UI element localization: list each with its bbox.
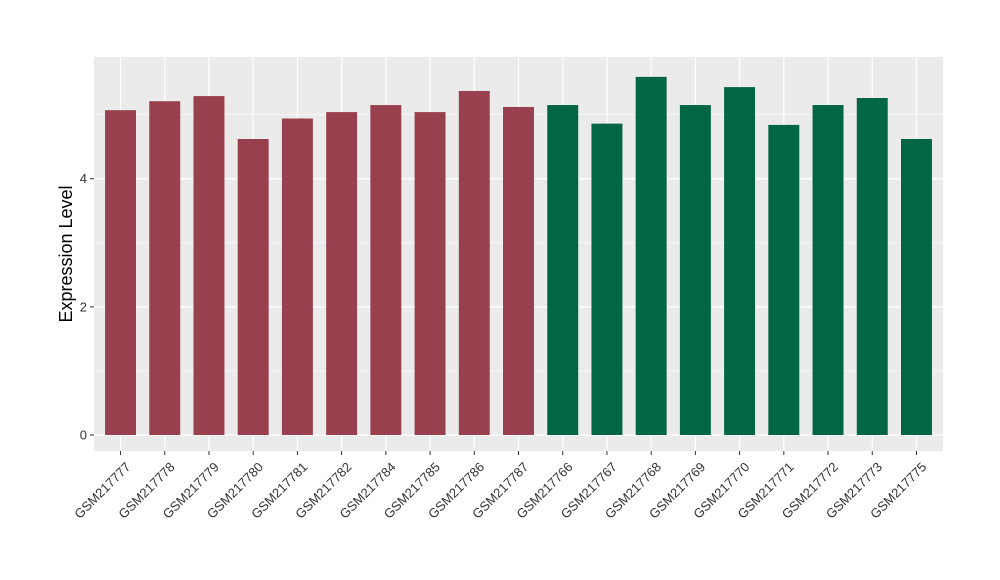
y-axis-title: Expression Level (56, 185, 76, 322)
bar-GSM217780 (237, 139, 269, 435)
bar-GSM217766 (547, 105, 579, 435)
bar-GSM217787 (503, 106, 534, 435)
bar-GSM217768 (635, 76, 667, 435)
bar-GSM217771 (768, 124, 800, 435)
bar-GSM217784 (370, 105, 402, 435)
x-axis: GSM217777GSM217778GSM217779GSM217780GSM2… (71, 451, 929, 522)
bar-GSM217781 (281, 118, 313, 435)
y-tick-label: 4 (80, 171, 87, 186)
bar-GSM217777 (105, 110, 137, 435)
bar-GSM217770 (724, 87, 756, 435)
y-tick-label: 2 (80, 299, 87, 314)
bar-GSM217785 (414, 112, 446, 435)
y-axis: 0 2 4 (80, 171, 94, 442)
y-tick-label: 0 (80, 427, 87, 442)
bar-GSM217778 (149, 101, 181, 435)
bar-GSM217769 (679, 105, 711, 435)
bars (105, 76, 932, 435)
bar-GSM217782 (326, 112, 358, 435)
bar-GSM217772 (812, 105, 844, 435)
bar-GSM217786 (458, 90, 490, 435)
bar-GSM217767 (591, 123, 623, 435)
bar-GSM217775 (900, 139, 932, 435)
bar-GSM217779 (193, 96, 225, 435)
bar-GSM217773 (856, 98, 888, 435)
